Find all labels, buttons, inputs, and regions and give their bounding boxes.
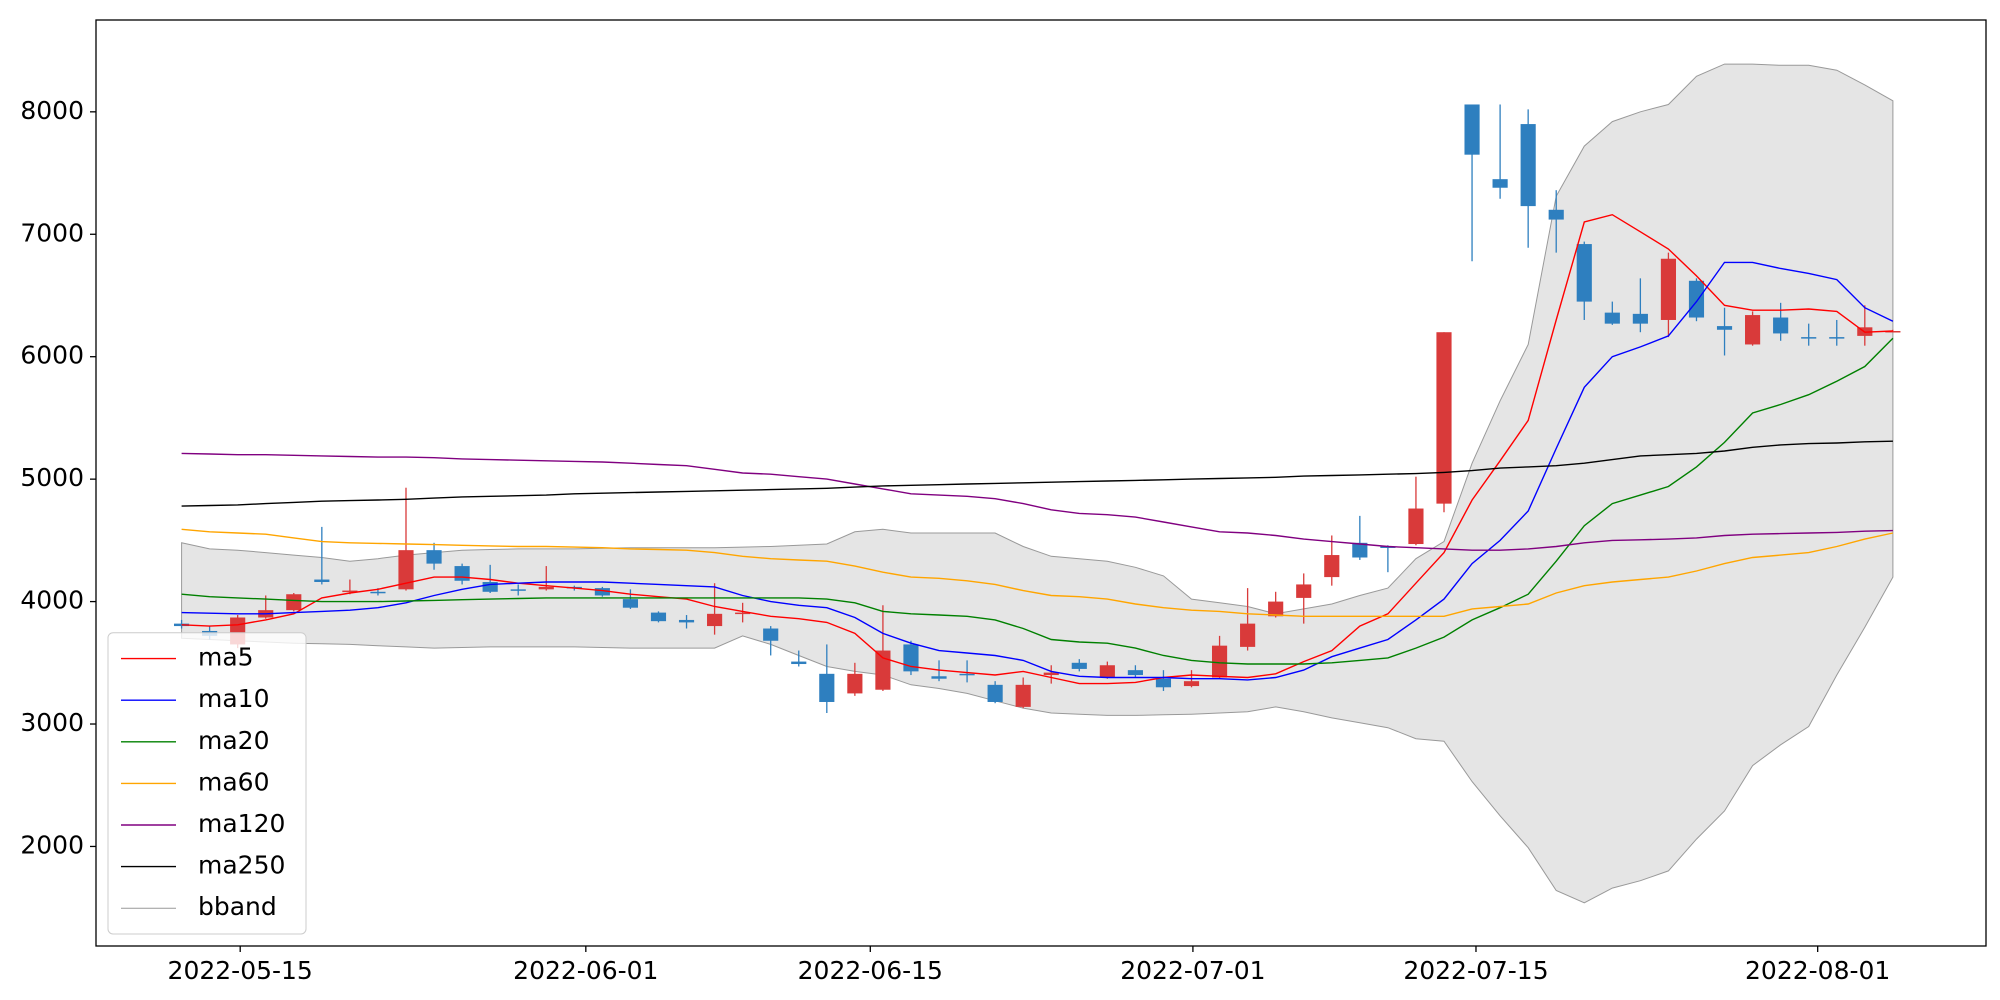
- candle-body: [847, 673, 863, 694]
- ma-line: [181, 528, 1894, 617]
- x-tick-label: 2022-07-01: [1120, 956, 1265, 985]
- x-tick-label: 2022-07-15: [1403, 956, 1548, 985]
- candle-body: [454, 566, 470, 581]
- candle-body: [1773, 317, 1789, 334]
- candle-body: [1745, 315, 1761, 345]
- candle-body: [286, 594, 302, 611]
- candle-body: [735, 612, 751, 615]
- candle-body: [1015, 684, 1031, 707]
- legend-label: ma60: [198, 767, 269, 796]
- candle-body: [707, 613, 723, 627]
- candle-body: [1155, 678, 1172, 688]
- ma-line: [181, 261, 1894, 681]
- candle-body: [1127, 670, 1143, 676]
- candle-body: [1324, 555, 1340, 578]
- candle-body: [987, 684, 1003, 702]
- candle-body: [1380, 546, 1396, 548]
- candle-body: [1296, 584, 1312, 598]
- candle-body: [1099, 665, 1115, 678]
- candle-body: [1352, 542, 1368, 558]
- candle-body: [510, 589, 526, 591]
- candle-body: [1464, 104, 1480, 155]
- candle-body: [1520, 124, 1536, 207]
- ma-line: [181, 213, 1893, 685]
- legend-label: ma5: [198, 643, 254, 672]
- candle-body: [650, 612, 667, 622]
- candle-body: [1211, 645, 1228, 678]
- candle-body: [1548, 209, 1564, 220]
- candle-body: [1268, 601, 1284, 617]
- candle-body: [1604, 312, 1620, 324]
- candle-body: [1885, 330, 1901, 333]
- x-tick-label: 2022-05-15: [168, 956, 313, 985]
- y-tick-label: 2000: [20, 830, 84, 859]
- candle-body: [594, 588, 610, 596]
- candle-body: [622, 599, 639, 608]
- x-tick-label: 2022-06-01: [513, 956, 658, 985]
- candle-body: [342, 590, 358, 593]
- candle-body: [931, 676, 947, 679]
- legend-label: ma10: [198, 684, 269, 713]
- candle-body: [1183, 681, 1200, 687]
- candle-body: [1576, 244, 1592, 302]
- y-tick-label: 5000: [20, 463, 84, 492]
- candle-body: [1436, 332, 1452, 504]
- candle-body: [1240, 623, 1256, 647]
- legend-label: ma20: [198, 726, 269, 755]
- bollinger-band: [181, 63, 1894, 904]
- ma-line: [181, 452, 1893, 551]
- candle-body: [1716, 326, 1733, 330]
- y-tick-label: 8000: [20, 96, 84, 125]
- legend-box: [107, 632, 307, 935]
- legend-label: ma250: [198, 851, 285, 880]
- legend: ma5 ma10 ma20 ma60 ma120 ma250 bband: [107, 632, 307, 935]
- ma-line: [181, 337, 1894, 665]
- axes-frame: [95, 19, 1987, 947]
- candle-body: [678, 619, 695, 623]
- x-tick-label: 2022-06-15: [798, 956, 943, 985]
- candle-body: [538, 586, 554, 590]
- candle-body: [1632, 313, 1648, 324]
- candle-body: [1492, 179, 1508, 188]
- candle-body: [959, 673, 975, 676]
- candle-body: [1071, 662, 1087, 669]
- candle-body: [819, 673, 835, 702]
- candle-body: [173, 623, 190, 627]
- candle-body: [426, 550, 442, 564]
- candle-body: [1043, 672, 1059, 676]
- candle-body: [763, 628, 779, 641]
- candle-body: [791, 661, 807, 665]
- candle-body: [1829, 337, 1845, 339]
- candle-body: [314, 579, 330, 582]
- ma-line: [181, 440, 1893, 507]
- x-tick-label: 2022-08-01: [1745, 956, 1890, 985]
- legend-label: ma120: [198, 809, 285, 838]
- candle-body: [1408, 508, 1424, 545]
- candle-body: [1660, 258, 1677, 320]
- candle-body: [398, 550, 414, 590]
- candle-body: [875, 650, 891, 690]
- y-tick-label: 6000: [20, 341, 84, 370]
- candle-body: [482, 581, 498, 592]
- candle-body: [1688, 280, 1705, 318]
- y-tick-label: 7000: [20, 218, 84, 247]
- legend-label: bband: [198, 892, 277, 921]
- candle-body: [370, 591, 386, 594]
- y-tick-label: 4000: [20, 586, 84, 615]
- candle-body: [1801, 337, 1817, 339]
- y-tick-label: 3000: [20, 708, 84, 737]
- plot-area: [173, 63, 1901, 904]
